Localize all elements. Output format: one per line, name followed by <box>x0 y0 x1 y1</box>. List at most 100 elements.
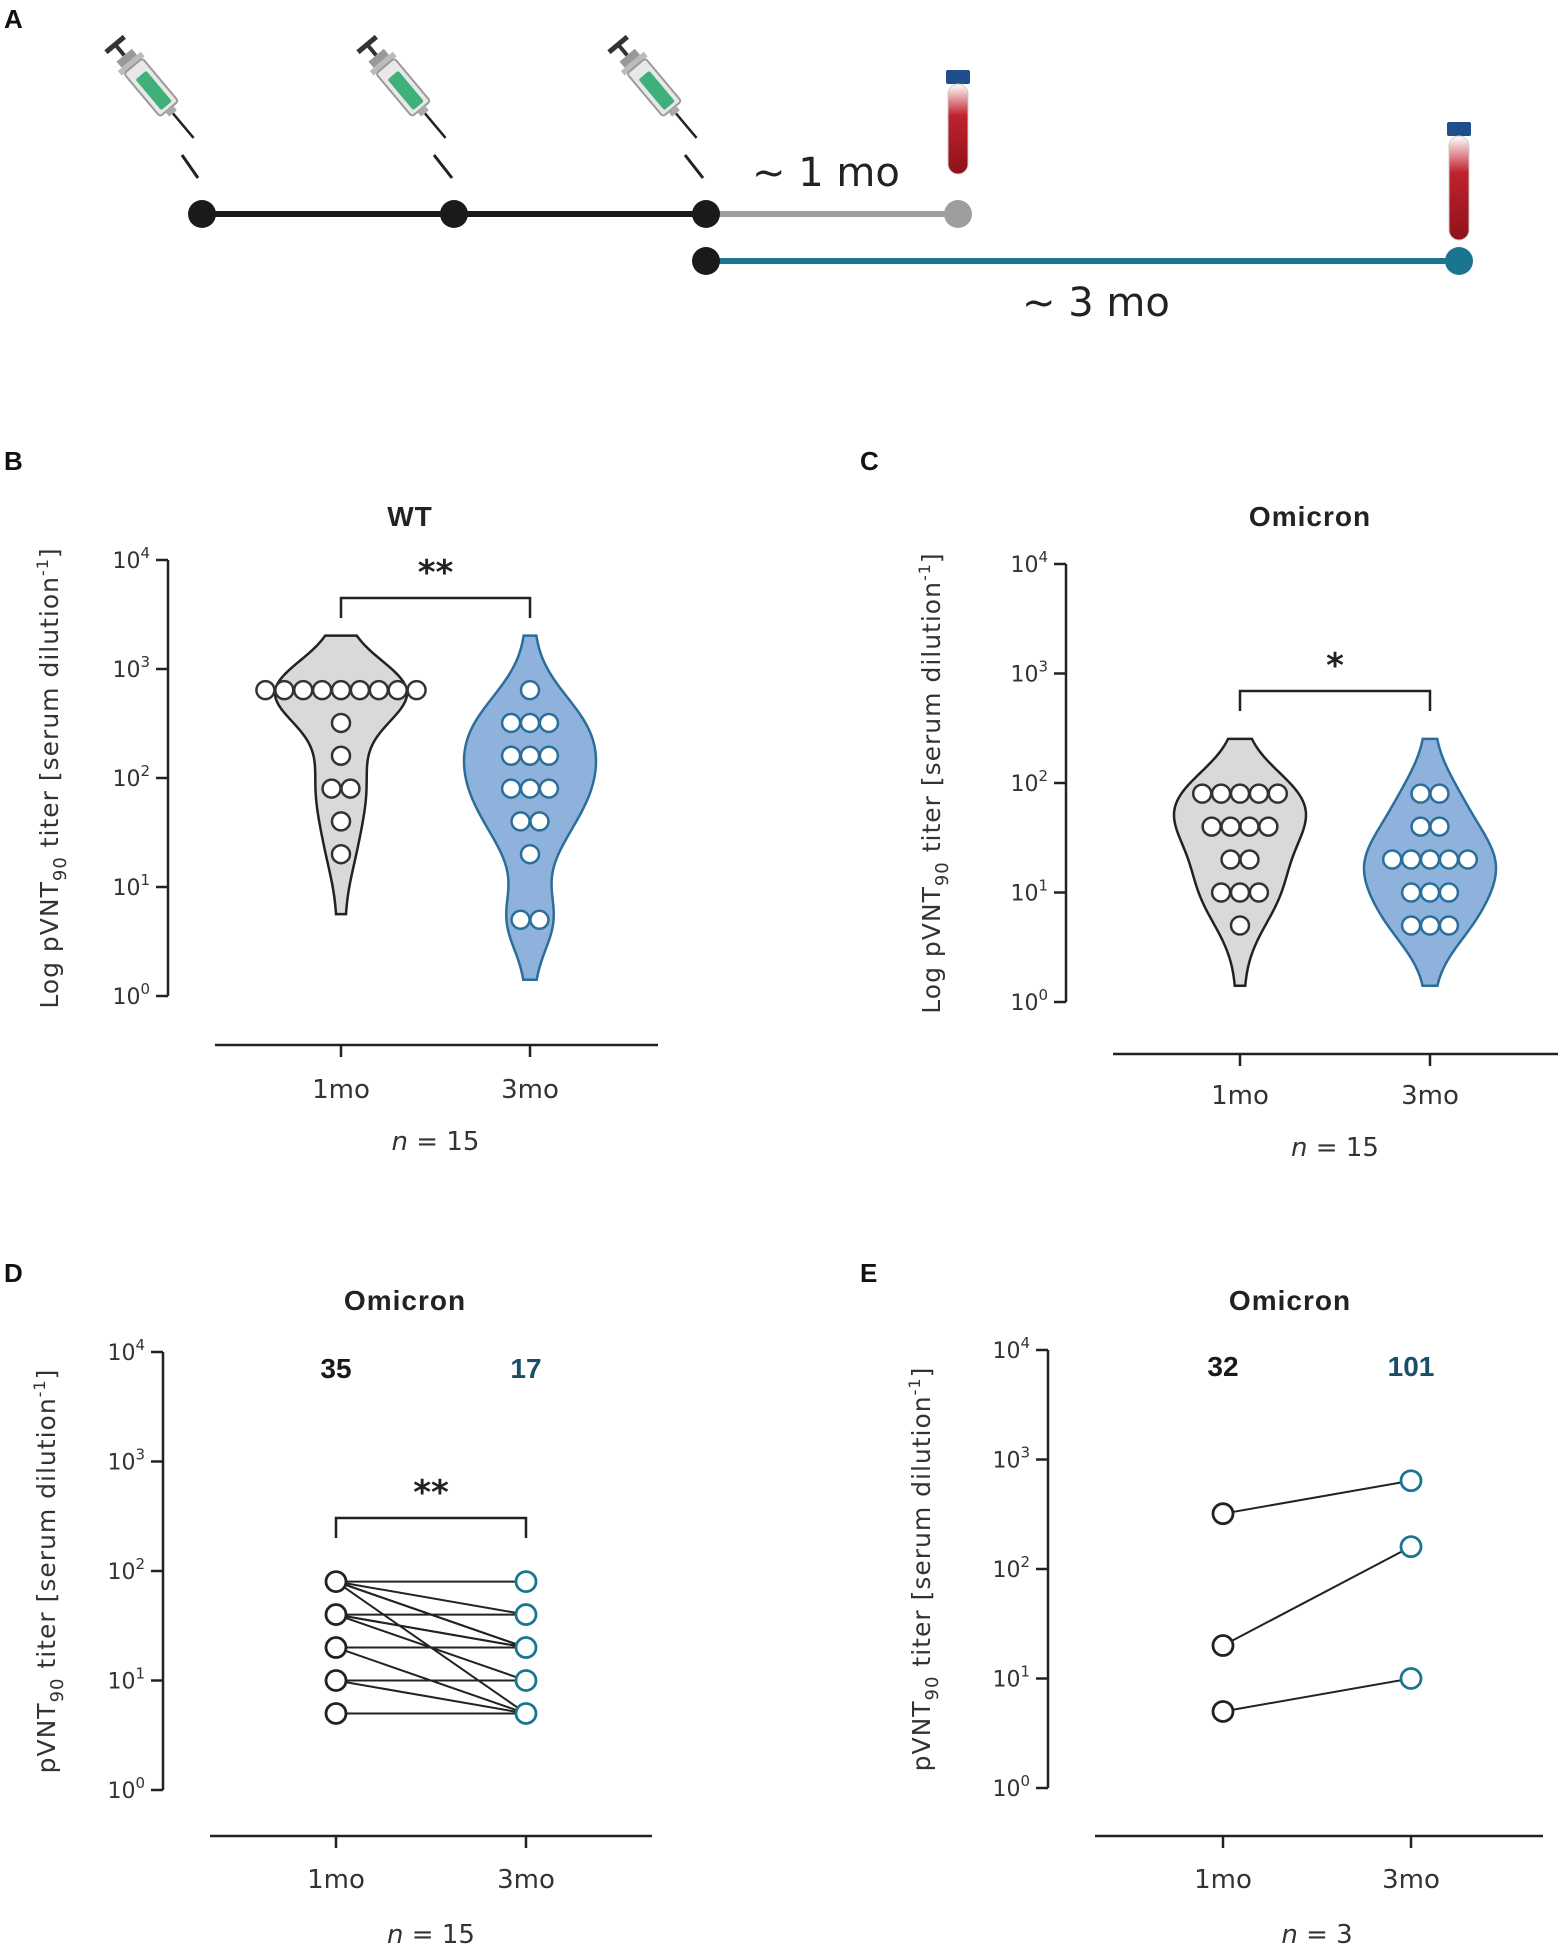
data-point <box>500 778 522 799</box>
y-axis-label: pVNT90 titer [serum dilution-1] <box>905 1367 943 1772</box>
y-tick-label: 103 <box>112 653 150 683</box>
timeline-dot <box>692 247 720 275</box>
gmt-label: 101 <box>1388 1351 1435 1382</box>
y-tick-label: 104 <box>992 1334 1030 1364</box>
data-point <box>292 679 314 701</box>
significance-label: ** <box>418 553 454 593</box>
data-point <box>1400 915 1422 936</box>
y-tick-label: 102 <box>107 1555 145 1585</box>
data-point <box>1438 915 1460 936</box>
y-tick-label: 103 <box>1010 658 1048 688</box>
chart-title: Omicron <box>1249 501 1371 532</box>
significance-bracket <box>339 596 532 618</box>
data-point <box>1410 816 1431 837</box>
pair-line <box>335 1679 527 1715</box>
y-axis-label: Log pVNT90 titer [serum dilution-1] <box>33 547 71 1008</box>
data-point <box>1419 849 1441 870</box>
data-point <box>324 1636 348 1659</box>
data-point <box>330 811 352 832</box>
x-tick-label: 1mo <box>1194 1865 1252 1895</box>
y-tick-label: 100 <box>107 1774 145 1804</box>
syringe-pointer <box>180 154 200 179</box>
data-point <box>274 679 295 701</box>
data-point <box>1400 849 1422 870</box>
timeline-dot <box>440 200 468 228</box>
violin-shape <box>273 634 409 916</box>
data-point <box>538 778 560 799</box>
data-point <box>1419 882 1441 903</box>
data-point <box>1229 915 1251 936</box>
data-point <box>1399 1667 1423 1690</box>
pair-line <box>335 1613 527 1649</box>
panel-letter-d: D <box>4 1258 23 1288</box>
data-point <box>324 1570 348 1594</box>
syringe-icon <box>356 34 447 139</box>
data-point <box>330 745 352 767</box>
data-point <box>324 1702 348 1725</box>
data-point <box>1211 1634 1235 1657</box>
y-tick-label: 101 <box>112 871 150 901</box>
data-point <box>529 811 550 832</box>
data-point <box>1419 915 1441 936</box>
panel-b-violin-chart: 100 101 102 103 104 1mo 3mo WT n = 15 Log pVNT90 … <box>33 501 658 1157</box>
data-point <box>1399 1535 1423 1559</box>
data-point <box>1248 783 1270 804</box>
data-point <box>349 679 371 701</box>
data-point <box>519 843 541 865</box>
chart-title: Omicron <box>344 1285 466 1316</box>
y-tick-label: 101 <box>1010 877 1048 907</box>
y-tick-label: 104 <box>1010 548 1048 578</box>
blood-tube-icon <box>946 70 970 175</box>
data-point <box>1211 1700 1235 1723</box>
data-point <box>1267 783 1289 804</box>
data-point <box>1410 783 1431 804</box>
data-point <box>324 1669 348 1692</box>
data-point <box>1239 816 1260 837</box>
n-label: n = 15 <box>392 1127 480 1157</box>
data-point <box>1429 816 1450 837</box>
gmt-label: 32 <box>1207 1351 1238 1382</box>
panel-a: A <box>4 4 1473 326</box>
panel-letter-e: E <box>860 1258 877 1288</box>
data-point <box>514 1669 538 1692</box>
y-tick-label: 100 <box>992 1772 1030 1802</box>
panel-letter-b: B <box>4 446 23 476</box>
y-tick-label: 103 <box>992 1444 1030 1474</box>
data-point <box>1239 849 1260 870</box>
data-point <box>519 778 541 799</box>
data-point <box>311 679 333 701</box>
panel-letter-c: C <box>860 446 879 476</box>
chart-title: WT <box>387 501 433 532</box>
panel-c-violin-chart: 100 101 102 103 104 1mo 3mo Omicron n = 15 Log pV… <box>915 501 1558 1163</box>
pair-line <box>1222 1545 1412 1647</box>
pair-line <box>335 1580 527 1616</box>
y-axis-label: pVNT90 titer [serum dilution-1] <box>30 1369 68 1774</box>
timeline-dot <box>944 200 972 228</box>
data-point <box>500 712 522 734</box>
x-tick-label: 3mo <box>501 1075 559 1105</box>
one-month-label: ~ 1 mo <box>752 150 900 196</box>
timeline-dot <box>188 200 216 228</box>
data-point <box>1438 849 1460 870</box>
pair-line <box>1222 1677 1412 1713</box>
data-point <box>514 1636 538 1659</box>
data-point <box>368 679 390 701</box>
data-point <box>1220 816 1241 837</box>
syringe-icon <box>104 34 195 139</box>
data-point <box>519 712 541 734</box>
gmt-label: 35 <box>320 1353 351 1384</box>
x-tick-label: 1mo <box>307 1865 365 1895</box>
data-point <box>538 712 560 734</box>
data-point <box>1399 1469 1423 1493</box>
data-point <box>340 778 361 799</box>
data-point <box>1438 882 1460 903</box>
data-point <box>321 778 342 799</box>
panel-letter-a: A <box>4 4 23 34</box>
data-point <box>1220 849 1241 870</box>
y-axis-label: Log pVNT90 titer [serum dilution-1] <box>915 552 953 1013</box>
x-tick-label: 3mo <box>1382 1865 1440 1895</box>
x-tick-label: 3mo <box>497 1865 555 1895</box>
panel-e-paired-chart: 100 101 102 103 104 1mo 3mo Omicron n = 3 pVNT90 … <box>905 1285 1543 1947</box>
data-point <box>1201 816 1222 837</box>
